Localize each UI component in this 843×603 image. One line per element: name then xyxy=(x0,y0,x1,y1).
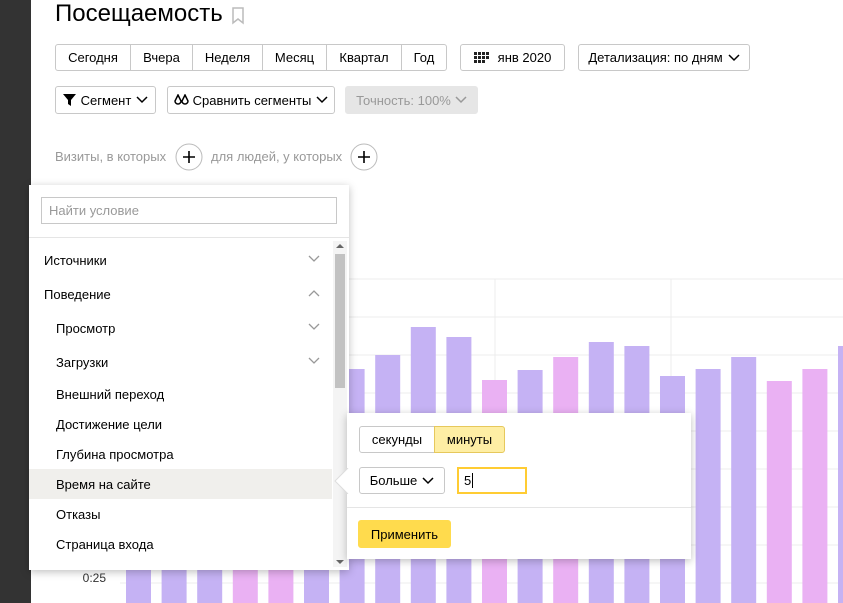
segment-label: Сегмент xyxy=(80,92,132,108)
scroll-up[interactable] xyxy=(336,243,344,249)
period-button[interactable]: Сегодня xyxy=(55,44,131,71)
drops-icon xyxy=(173,93,189,105)
caret xyxy=(472,473,474,488)
sidebar xyxy=(0,0,31,603)
accuracy-label: Точность: 100% xyxy=(356,92,451,108)
visits-label: Визиты, в которых xyxy=(55,149,167,164)
time-popup: секунды минуты Больше 5 Применить xyxy=(347,413,691,559)
condition-item[interactable]: Время на сайте xyxy=(29,469,332,499)
condition-item[interactable]: Отказы xyxy=(29,499,332,529)
accuracy-button[interactable]: Точность: 100% xyxy=(345,86,478,114)
item-label: Поведение xyxy=(44,286,111,302)
compare-button[interactable]: Сравнить сегменты xyxy=(167,86,335,114)
popup-arrow xyxy=(334,468,349,494)
chevron xyxy=(308,255,320,262)
background-bar xyxy=(766,381,792,603)
period-button[interactable]: Вчера xyxy=(130,44,193,71)
item-label: Страница входа xyxy=(56,536,154,552)
detail-button[interactable]: Детализация: по дням xyxy=(578,44,750,71)
condition-group[interactable]: Загрузки xyxy=(29,347,332,377)
segment-button[interactable]: Сегмент xyxy=(55,86,156,114)
calendar-icon xyxy=(473,51,489,63)
condition-group[interactable]: Источники xyxy=(29,245,332,275)
background-bar xyxy=(731,357,757,603)
condition-item[interactable]: Страница входа xyxy=(29,529,332,559)
scroll-thumb[interactable] xyxy=(335,254,345,388)
chevron xyxy=(455,96,467,104)
chevron xyxy=(136,96,148,104)
period-button[interactable]: Неделя xyxy=(192,44,263,71)
background-bar xyxy=(802,369,828,603)
date-label: янв 2020 xyxy=(497,50,552,65)
comparison-label: Больше xyxy=(369,473,418,488)
item-label: Время на сайте xyxy=(56,476,151,492)
search-input[interactable]: Найти условие xyxy=(41,197,337,224)
scrollbar[interactable] xyxy=(333,241,347,567)
chevron xyxy=(422,476,434,484)
item-label: Достижение цели xyxy=(56,416,163,432)
period-button[interactable]: Год xyxy=(401,44,447,71)
item-highlight xyxy=(29,469,332,499)
scroll-down[interactable] xyxy=(336,559,344,565)
date-button[interactable]: янв 2020 xyxy=(460,44,565,71)
item-label: Внешний переход xyxy=(56,386,165,402)
chevron xyxy=(308,290,320,297)
period-button[interactable]: Квартал xyxy=(326,44,402,71)
chevron xyxy=(728,53,740,61)
apply-button[interactable]: Применить xyxy=(358,520,451,548)
page-title: Посещаемость xyxy=(55,0,223,27)
item-label: Источники xyxy=(44,252,107,268)
period-button[interactable]: Месяц xyxy=(262,44,327,71)
item-label: Отказы xyxy=(56,506,101,522)
divider xyxy=(29,237,349,238)
comparison-select[interactable]: Больше xyxy=(359,467,445,494)
condition-panel: Найти условие xyxy=(29,185,349,570)
unit-minutes[interactable]: минуты xyxy=(434,426,505,453)
divider xyxy=(347,507,691,508)
detail-label: Детализация: по дням xyxy=(588,50,723,65)
background-bar xyxy=(695,369,721,603)
bookmark-icon[interactable] xyxy=(231,7,245,25)
item-label: Загрузки xyxy=(56,354,109,370)
unit-seconds[interactable]: секунды xyxy=(359,426,435,453)
condition-group[interactable]: Просмотр xyxy=(29,313,332,343)
add-visit-condition[interactable] xyxy=(175,143,203,171)
chevron xyxy=(308,357,320,364)
item-label: Просмотр xyxy=(56,320,116,336)
filter-icon xyxy=(62,94,76,106)
condition-item[interactable]: Внешний переход xyxy=(29,379,332,409)
value-input[interactable]: 5 xyxy=(457,467,527,494)
chevron xyxy=(316,96,328,104)
add-people-condition[interactable] xyxy=(350,143,378,171)
compare-label: Сравнить сегменты xyxy=(192,92,312,108)
item-label: Глубина просмотра xyxy=(56,446,174,462)
people-label: для людей, у которых xyxy=(211,149,343,164)
chevron xyxy=(308,323,320,330)
background-bar xyxy=(838,346,843,603)
condition-item[interactable]: Глубина просмотра xyxy=(29,439,332,469)
condition-group[interactable]: Поведение xyxy=(29,279,332,309)
y-axis-label: 0:25 xyxy=(82,571,106,585)
condition-item[interactable]: Достижение цели xyxy=(29,409,332,439)
value-text: 5 xyxy=(464,473,472,488)
